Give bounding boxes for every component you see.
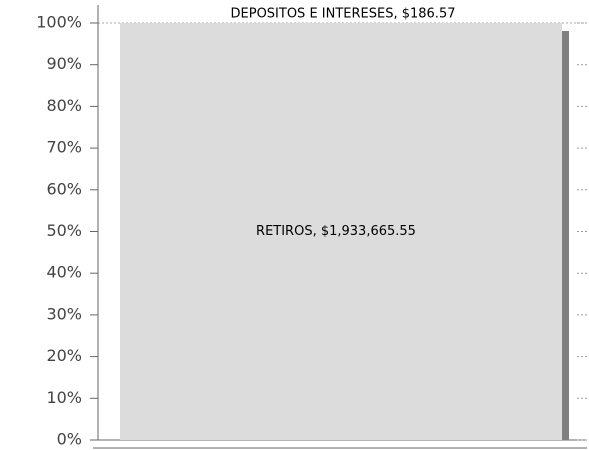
y-tick-label: 0% bbox=[57, 430, 82, 449]
y-tick-label: 80% bbox=[46, 96, 82, 115]
y-tick-label: 50% bbox=[46, 221, 82, 240]
y-tick-label: 90% bbox=[46, 54, 82, 73]
bar-shadow bbox=[562, 31, 569, 440]
data-label: DEPOSITOS E INTERESES, $186.57 bbox=[231, 7, 456, 22]
y-tick-label: 20% bbox=[46, 346, 82, 365]
data-label: RETIROS, $1,933,665.55 bbox=[256, 224, 416, 239]
y-tick-label: 70% bbox=[46, 138, 82, 157]
y-tick-label: 10% bbox=[46, 388, 82, 407]
y-tick-label: 100% bbox=[36, 13, 82, 32]
y-tick-label: 40% bbox=[46, 263, 82, 282]
y-tick-label: 60% bbox=[46, 179, 82, 198]
y-tick-label: 30% bbox=[46, 304, 82, 323]
bar-segment bbox=[120, 23, 562, 441]
